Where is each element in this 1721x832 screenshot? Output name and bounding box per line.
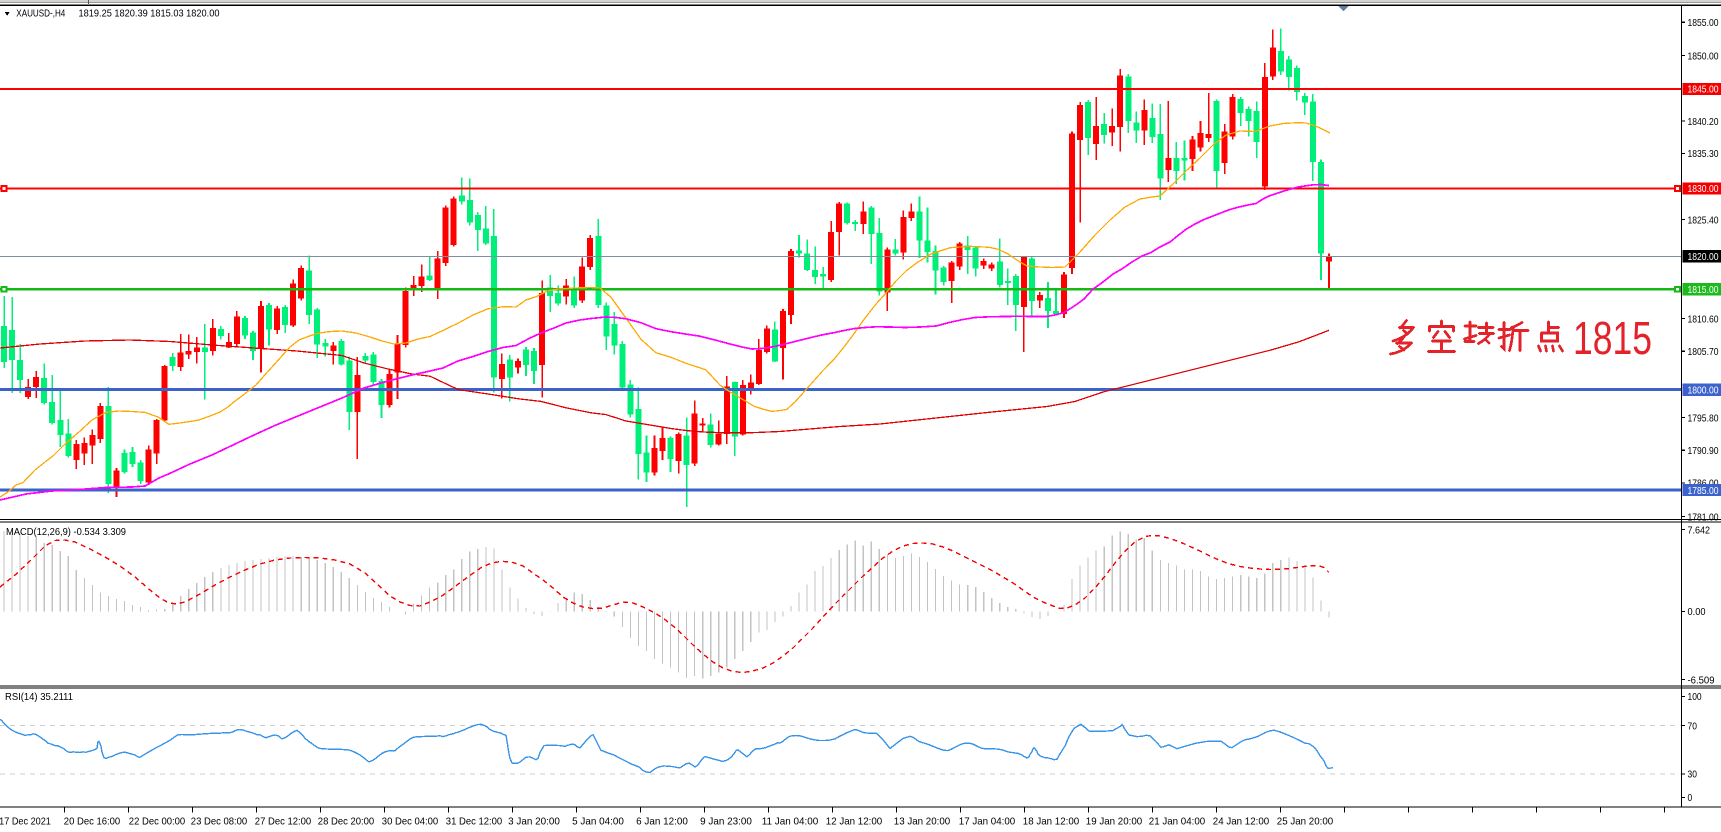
svg-text:6 Jan 12:00: 6 Jan 12:00 (636, 817, 688, 828)
svg-text:RSI(14) 35.2111: RSI(14) 35.2111 (5, 692, 73, 703)
svg-text:MACD(12,26,9) -0.534 3.309: MACD(12,26,9) -0.534 3.309 (6, 527, 126, 538)
svg-text:0: 0 (1688, 793, 1693, 804)
svg-text:13 Jan 20:00: 13 Jan 20:00 (894, 817, 951, 828)
svg-text:1855.00: 1855.00 (1688, 18, 1719, 29)
svg-text:XAUUSD-,H4: XAUUSD-,H4 (16, 9, 65, 20)
svg-text:23 Dec 08:00: 23 Dec 08:00 (191, 817, 248, 828)
svg-text:1825.40: 1825.40 (1688, 215, 1719, 226)
svg-text:24 Jan 12:00: 24 Jan 12:00 (1213, 817, 1270, 828)
svg-text:100: 100 (1688, 692, 1702, 703)
svg-text:1845.00: 1845.00 (1688, 85, 1719, 96)
svg-text:30 Dec 04:00: 30 Dec 04:00 (382, 817, 439, 828)
svg-text:0.00: 0.00 (1688, 607, 1706, 618)
svg-text:1835.30: 1835.30 (1688, 149, 1719, 160)
svg-text:30: 30 (1688, 770, 1698, 781)
svg-text:28 Dec 20:00: 28 Dec 20:00 (318, 817, 375, 828)
svg-text:21 Jan 04:00: 21 Jan 04:00 (1149, 817, 1206, 828)
svg-text:1850.00: 1850.00 (1688, 51, 1719, 62)
svg-text:1781.00: 1781.00 (1688, 512, 1719, 523)
svg-text:1840.20: 1840.20 (1688, 117, 1719, 128)
svg-text:70: 70 (1688, 721, 1698, 732)
svg-text:18 Jan 12:00: 18 Jan 12:00 (1023, 817, 1080, 828)
svg-text:20 Dec 16:00: 20 Dec 16:00 (64, 817, 121, 828)
svg-text:3 Jan 20:00: 3 Jan 20:00 (508, 817, 560, 828)
svg-text:1815.00: 1815.00 (1688, 285, 1719, 296)
svg-text:27 Dec 12:00: 27 Dec 12:00 (255, 817, 312, 828)
svg-text:9 Jan 23:00: 9 Jan 23:00 (700, 817, 752, 828)
svg-text:1819.25 1820.39 1815.03 1820.0: 1819.25 1820.39 1815.03 1820.00 (79, 9, 220, 20)
svg-text:-6.509: -6.509 (1688, 675, 1715, 686)
svg-text:22 Dec 00:00: 22 Dec 00:00 (129, 817, 186, 828)
svg-text:1800.00: 1800.00 (1688, 386, 1719, 397)
svg-text:19 Jan 20:00: 19 Jan 20:00 (1086, 817, 1143, 828)
svg-text:1785.00: 1785.00 (1688, 486, 1719, 497)
svg-text:1810.60: 1810.60 (1688, 314, 1719, 325)
svg-text:1820.00: 1820.00 (1688, 252, 1719, 263)
svg-text:17 Dec 2021: 17 Dec 2021 (0, 817, 51, 828)
svg-text:1830.00: 1830.00 (1688, 184, 1719, 195)
svg-text:1795.80: 1795.80 (1688, 413, 1719, 424)
svg-text:17 Jan 04:00: 17 Jan 04:00 (959, 817, 1016, 828)
svg-text:5 Jan 04:00: 5 Jan 04:00 (572, 817, 624, 828)
svg-text:1815: 1815 (1573, 312, 1652, 364)
svg-text:1805.70: 1805.70 (1688, 347, 1719, 358)
svg-text:12 Jan 12:00: 12 Jan 12:00 (826, 817, 883, 828)
svg-text:7.642: 7.642 (1688, 525, 1711, 536)
svg-text:31 Dec 12:00: 31 Dec 12:00 (446, 817, 503, 828)
svg-text:25 Jan 20:00: 25 Jan 20:00 (1277, 817, 1334, 828)
svg-text:1790.90: 1790.90 (1688, 446, 1719, 457)
svg-text:11 Jan 04:00: 11 Jan 04:00 (762, 817, 819, 828)
